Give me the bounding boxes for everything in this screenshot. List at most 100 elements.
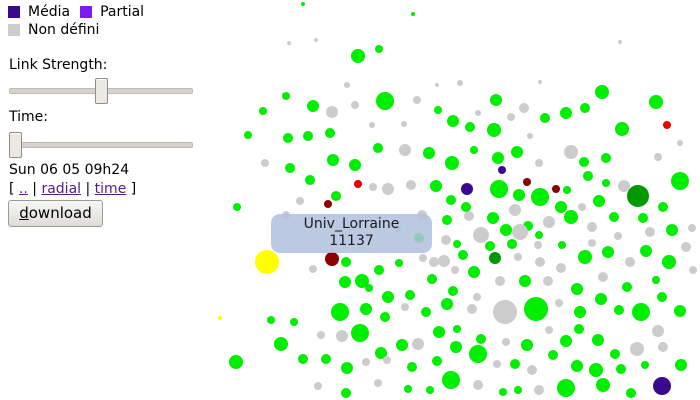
graph-node[interactable] bbox=[405, 290, 415, 300]
graph-node[interactable] bbox=[457, 80, 463, 86]
graph-node[interactable] bbox=[413, 96, 421, 104]
graph-node[interactable] bbox=[218, 316, 222, 320]
graph-node[interactable] bbox=[519, 103, 529, 113]
graph-node[interactable] bbox=[534, 241, 542, 249]
graph-node[interactable] bbox=[587, 222, 597, 232]
graph-node[interactable] bbox=[618, 180, 630, 192]
graph-node[interactable] bbox=[490, 94, 502, 106]
graph-node[interactable] bbox=[493, 360, 501, 368]
graph-node[interactable] bbox=[324, 200, 332, 208]
graph-node[interactable] bbox=[341, 388, 351, 398]
graph-node[interactable] bbox=[435, 83, 439, 87]
up-link[interactable]: .. bbox=[18, 181, 28, 197]
graph-node[interactable] bbox=[688, 224, 696, 232]
graph-node[interactable] bbox=[571, 283, 583, 295]
graph-node[interactable] bbox=[468, 266, 480, 278]
graph-node[interactable] bbox=[401, 121, 407, 127]
graph-node[interactable] bbox=[369, 122, 375, 128]
graph-node[interactable] bbox=[445, 156, 459, 170]
graph-node[interactable] bbox=[438, 255, 450, 267]
graph-node[interactable] bbox=[658, 342, 668, 352]
graph-node[interactable] bbox=[638, 213, 648, 223]
graph-node[interactable] bbox=[615, 122, 629, 136]
graph-node[interactable] bbox=[657, 292, 667, 302]
graph-node[interactable] bbox=[531, 188, 549, 206]
graph-node[interactable] bbox=[450, 341, 462, 353]
graph-node[interactable] bbox=[453, 325, 461, 333]
graph-node[interactable] bbox=[461, 202, 471, 212]
graph-node[interactable] bbox=[527, 365, 537, 375]
graph-node[interactable] bbox=[473, 380, 483, 390]
graph-node[interactable] bbox=[641, 361, 649, 369]
graph-node[interactable] bbox=[662, 255, 676, 269]
graph-node[interactable] bbox=[588, 239, 596, 247]
graph-node[interactable] bbox=[495, 276, 505, 286]
graph-node[interactable] bbox=[540, 113, 550, 123]
graph-node[interactable] bbox=[490, 180, 508, 198]
graph-node[interactable] bbox=[473, 293, 481, 301]
graph-node[interactable] bbox=[663, 121, 671, 129]
graph-node[interactable] bbox=[283, 133, 293, 143]
graph-node[interactable] bbox=[677, 140, 683, 146]
graph-node[interactable] bbox=[351, 49, 365, 63]
graph-node[interactable] bbox=[453, 240, 461, 248]
graph-node[interactable] bbox=[441, 235, 451, 245]
graph-node[interactable] bbox=[502, 338, 510, 346]
graph-node[interactable] bbox=[314, 38, 318, 42]
graph-node[interactable] bbox=[519, 275, 531, 287]
graph-node[interactable] bbox=[487, 212, 499, 224]
graph-node[interactable] bbox=[556, 263, 566, 273]
graph-node[interactable] bbox=[652, 276, 660, 284]
graph-node[interactable] bbox=[274, 337, 288, 351]
graph-node[interactable] bbox=[560, 335, 572, 347]
graph-node[interactable] bbox=[564, 210, 578, 224]
graph-node[interactable] bbox=[543, 276, 553, 286]
graph-node[interactable] bbox=[401, 303, 409, 311]
graph-node[interactable] bbox=[645, 227, 655, 237]
graph-node[interactable] bbox=[596, 378, 610, 392]
graph-node[interactable] bbox=[512, 224, 528, 240]
graph-node[interactable] bbox=[543, 216, 555, 228]
graph-node[interactable] bbox=[538, 80, 542, 84]
graph-node[interactable] bbox=[498, 166, 506, 174]
graph-node[interactable] bbox=[303, 131, 313, 141]
graph-node[interactable] bbox=[427, 274, 437, 284]
graph-node[interactable] bbox=[336, 330, 348, 342]
graph-node[interactable] bbox=[593, 195, 605, 207]
graph-node[interactable] bbox=[255, 250, 279, 274]
graph-node[interactable] bbox=[579, 157, 589, 167]
graph-node[interactable] bbox=[509, 204, 521, 216]
graph-node[interactable] bbox=[555, 201, 567, 213]
graph-node[interactable] bbox=[298, 354, 308, 364]
graph-node[interactable] bbox=[285, 163, 295, 173]
graph-node[interactable] bbox=[374, 379, 382, 387]
graph-node[interactable] bbox=[602, 246, 614, 258]
graph-node[interactable] bbox=[485, 241, 495, 251]
graph-node[interactable] bbox=[675, 359, 687, 371]
graph-node[interactable] bbox=[375, 347, 387, 359]
graph-node[interactable] bbox=[344, 82, 350, 88]
graph-node[interactable] bbox=[507, 113, 515, 121]
slider-thumb[interactable] bbox=[9, 132, 22, 158]
graph-node[interactable] bbox=[374, 265, 384, 275]
graph-node[interactable] bbox=[267, 316, 275, 324]
graph-node[interactable] bbox=[326, 106, 338, 118]
graph-node[interactable] bbox=[423, 147, 435, 159]
graph-node[interactable] bbox=[527, 133, 533, 139]
time-link[interactable]: time bbox=[94, 181, 127, 197]
graph-node[interactable] bbox=[354, 180, 362, 188]
graph-node[interactable] bbox=[583, 171, 593, 181]
graph-node[interactable] bbox=[514, 253, 522, 261]
graph-node[interactable] bbox=[589, 363, 603, 377]
graph-node[interactable] bbox=[564, 145, 578, 159]
graph-node[interactable] bbox=[627, 185, 649, 207]
graph-node[interactable] bbox=[499, 388, 507, 396]
graph-node[interactable] bbox=[305, 175, 315, 185]
graph-node[interactable] bbox=[412, 338, 424, 350]
graph-node[interactable] bbox=[521, 339, 533, 351]
graph-node[interactable] bbox=[399, 144, 411, 156]
graph-node[interactable] bbox=[489, 252, 501, 264]
graph-node[interactable] bbox=[580, 103, 590, 113]
graph-node[interactable] bbox=[351, 101, 359, 109]
graph-node[interactable] bbox=[610, 349, 620, 359]
